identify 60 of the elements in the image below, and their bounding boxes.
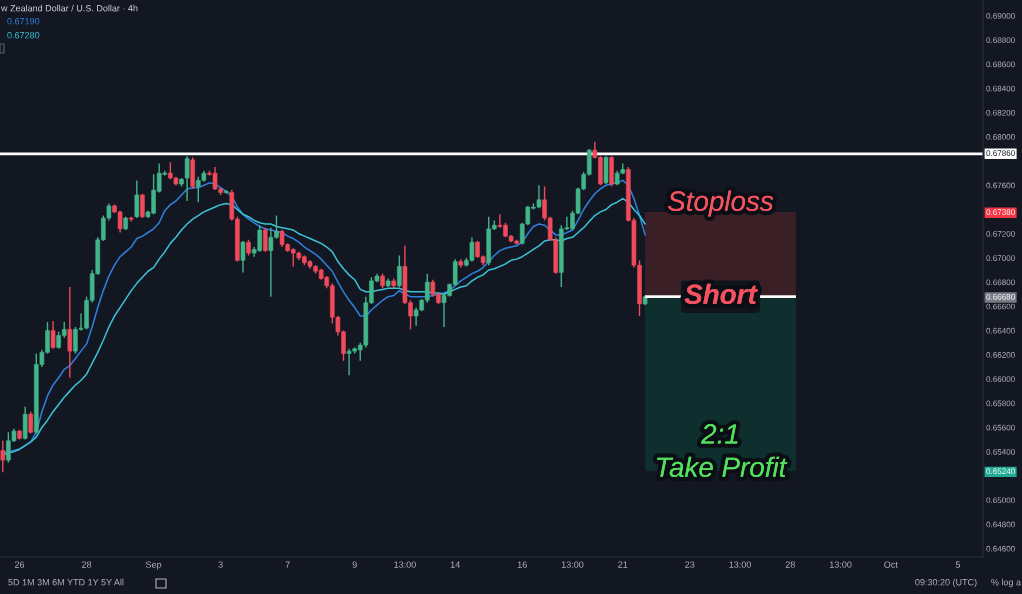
candlestick	[140, 193, 145, 219]
x-tick-label: 28	[82, 561, 92, 568]
x-tick-label: Oct	[884, 561, 898, 568]
x-tick-label: 28	[785, 561, 795, 568]
y-tick-label: 0.66800	[986, 279, 1015, 286]
y-tick-label: 0.67600	[986, 182, 1015, 189]
y-tick-label: 0.68400	[986, 85, 1015, 92]
y-tick-label: 0.64600	[986, 545, 1015, 552]
candlestick	[184, 155, 190, 202]
text: 5D 1M 3M 6M YTD 1Y 5Y All	[8, 578, 124, 586]
band-label: Take Profit	[657, 456, 788, 478]
y-tick-label: 0.66680	[986, 293, 1015, 300]
x-tick-label: 26	[14, 561, 25, 568]
y-tick-label: 0.65000	[986, 497, 1015, 504]
x-tick-label: 23	[685, 561, 695, 568]
text: 09:30:20 (UTC)	[915, 578, 977, 588]
chart-title: w Zealand Dollar / U.S. Dollar · 4h	[0, 4, 138, 12]
annotation: 2:1	[701, 424, 738, 444]
x-tick-label: 9	[352, 561, 357, 568]
y-tick-label: 0.66000	[986, 376, 1015, 382]
y-tick-label: 0.67200	[986, 230, 1015, 237]
y-tick-label: 0.65800	[986, 400, 1015, 407]
candlestick	[263, 226, 268, 253]
y-tick-label: 0.67000	[986, 255, 1015, 261]
y-tick-label: 0.65240	[986, 468, 1015, 475]
x-tick-label: 7	[285, 561, 290, 568]
candlestick	[50, 320, 56, 350]
y-tick-label: 0.65600	[986, 424, 1015, 431]
candlestick	[240, 240, 246, 274]
x-tick-label: 13:00	[729, 561, 751, 568]
x-tick-label: 13:00	[561, 561, 584, 568]
y-tick-label: 0.68600	[986, 61, 1015, 68]
x-tick-label: 14	[450, 561, 460, 568]
x-tick-label: 13:00	[394, 561, 416, 568]
candlestick	[397, 254, 402, 288]
x-tick-label: Sep	[145, 561, 162, 570]
annotation: 0.67280	[7, 32, 40, 39]
candlestick	[67, 286, 73, 379]
y-tick-label: 0.67380	[986, 209, 1015, 215]
y-tick-label: 0.68000	[986, 134, 1015, 140]
annotation: Short	[684, 283, 758, 305]
annotation: 0.67190	[7, 18, 40, 25]
y-tick-label: 0.65400	[986, 448, 1015, 455]
candlestick	[134, 179, 140, 219]
y-tick-label: 0.66200	[986, 352, 1015, 358]
x-tick-label: 13:00	[829, 561, 852, 568]
band-label: Stoploss	[668, 190, 774, 217]
y-tick-label: 0.66600	[986, 303, 1015, 310]
x-tick-label: 21	[618, 561, 628, 568]
ref-line-label: 0.67860	[986, 150, 1015, 156]
y-tick-label: 0.66400	[986, 327, 1015, 334]
y-tick-label: 0.64800	[986, 521, 1015, 528]
candlestick	[0, 440, 6, 473]
x-tick-label: 16	[517, 561, 527, 568]
y-tick-label: 0.69000	[986, 13, 1015, 19]
text: % log a	[991, 578, 1021, 588]
y-tick-label: 0.68800	[986, 37, 1015, 43]
x-tick-label: 5	[955, 561, 960, 568]
y-tick-label: 0.68200	[986, 109, 1015, 116]
x-tick-label: 3	[218, 561, 223, 568]
